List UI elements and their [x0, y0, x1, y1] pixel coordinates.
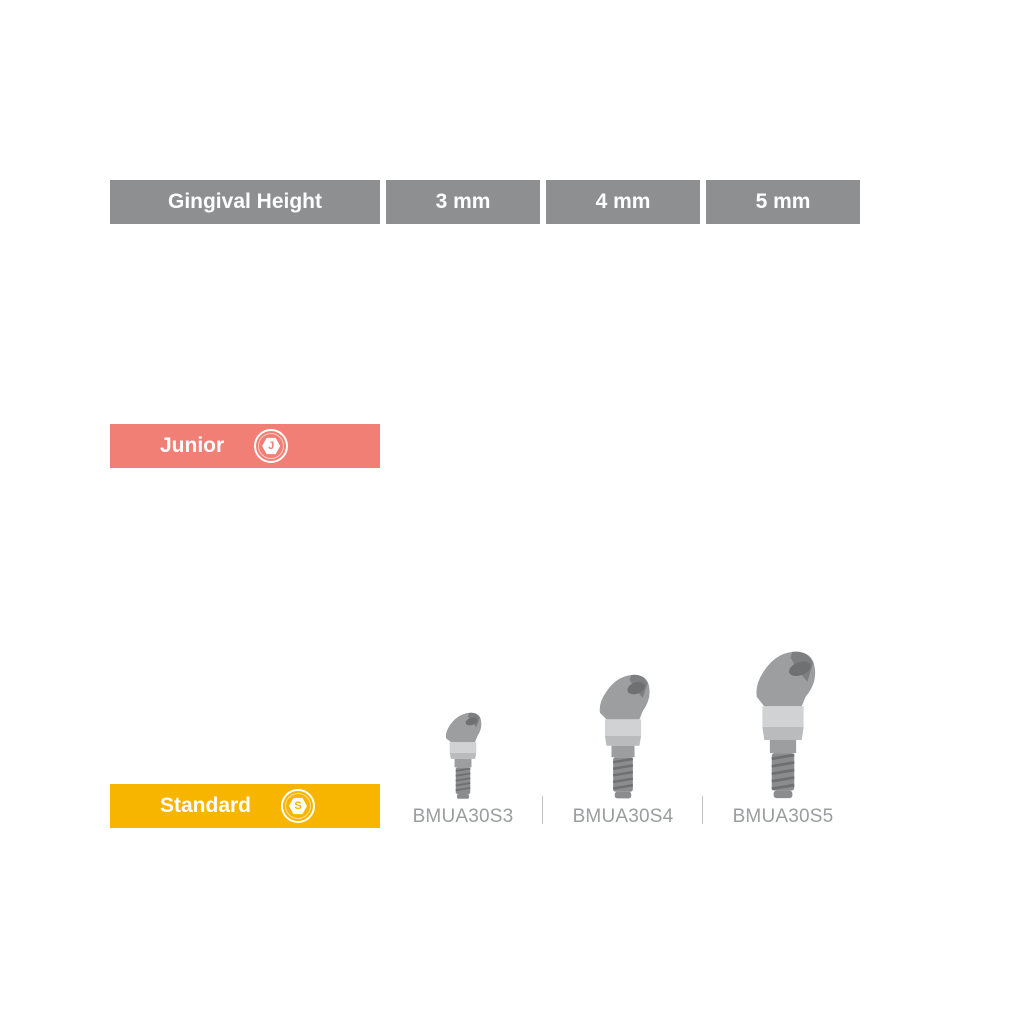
- sku-label: BMUA30S5: [733, 806, 834, 828]
- category-badge-junior: Junior J: [110, 424, 380, 468]
- sku-label: BMUA30S3: [413, 806, 514, 828]
- header-label-cell: Gingival Height: [110, 180, 380, 224]
- header-label: Gingival Height: [168, 190, 322, 214]
- category-label: Standard: [160, 794, 251, 818]
- category-label: Junior: [160, 434, 224, 458]
- category-row-junior: Junior J: [110, 424, 910, 468]
- ring-icon: S: [281, 789, 315, 823]
- product-col: BMUA30S4: [546, 660, 700, 828]
- abutment-icon: [418, 682, 508, 800]
- header-value: 5 mm: [756, 190, 811, 214]
- hex-icon: J: [262, 437, 280, 455]
- category-row-standard: Standard S: [110, 650, 910, 828]
- products-area: BMUA30S3 BMUA30S4: [386, 650, 860, 828]
- header-value: 3 mm: [436, 190, 491, 214]
- ring-icon: J: [254, 429, 288, 463]
- product-col: BMUA30S5: [706, 650, 860, 828]
- abutment-icon: [730, 650, 836, 800]
- header-value-cell: 5 mm: [706, 180, 860, 224]
- header-value: 4 mm: [596, 190, 651, 214]
- spacer: [110, 480, 910, 650]
- catalog-grid: Gingival Height 3 mm 4 mm 5 mm Junior J …: [110, 180, 910, 840]
- abutment-icon: [573, 660, 673, 800]
- hex-icon: S: [289, 797, 307, 815]
- header-row: Gingival Height 3 mm 4 mm 5 mm: [110, 180, 910, 224]
- product-col: BMUA30S3: [386, 682, 540, 828]
- header-value-cell: 3 mm: [386, 180, 540, 224]
- category-badge-standard: Standard S: [110, 784, 380, 828]
- sku-label: BMUA30S4: [573, 806, 674, 828]
- header-value-cell: 4 mm: [546, 180, 700, 224]
